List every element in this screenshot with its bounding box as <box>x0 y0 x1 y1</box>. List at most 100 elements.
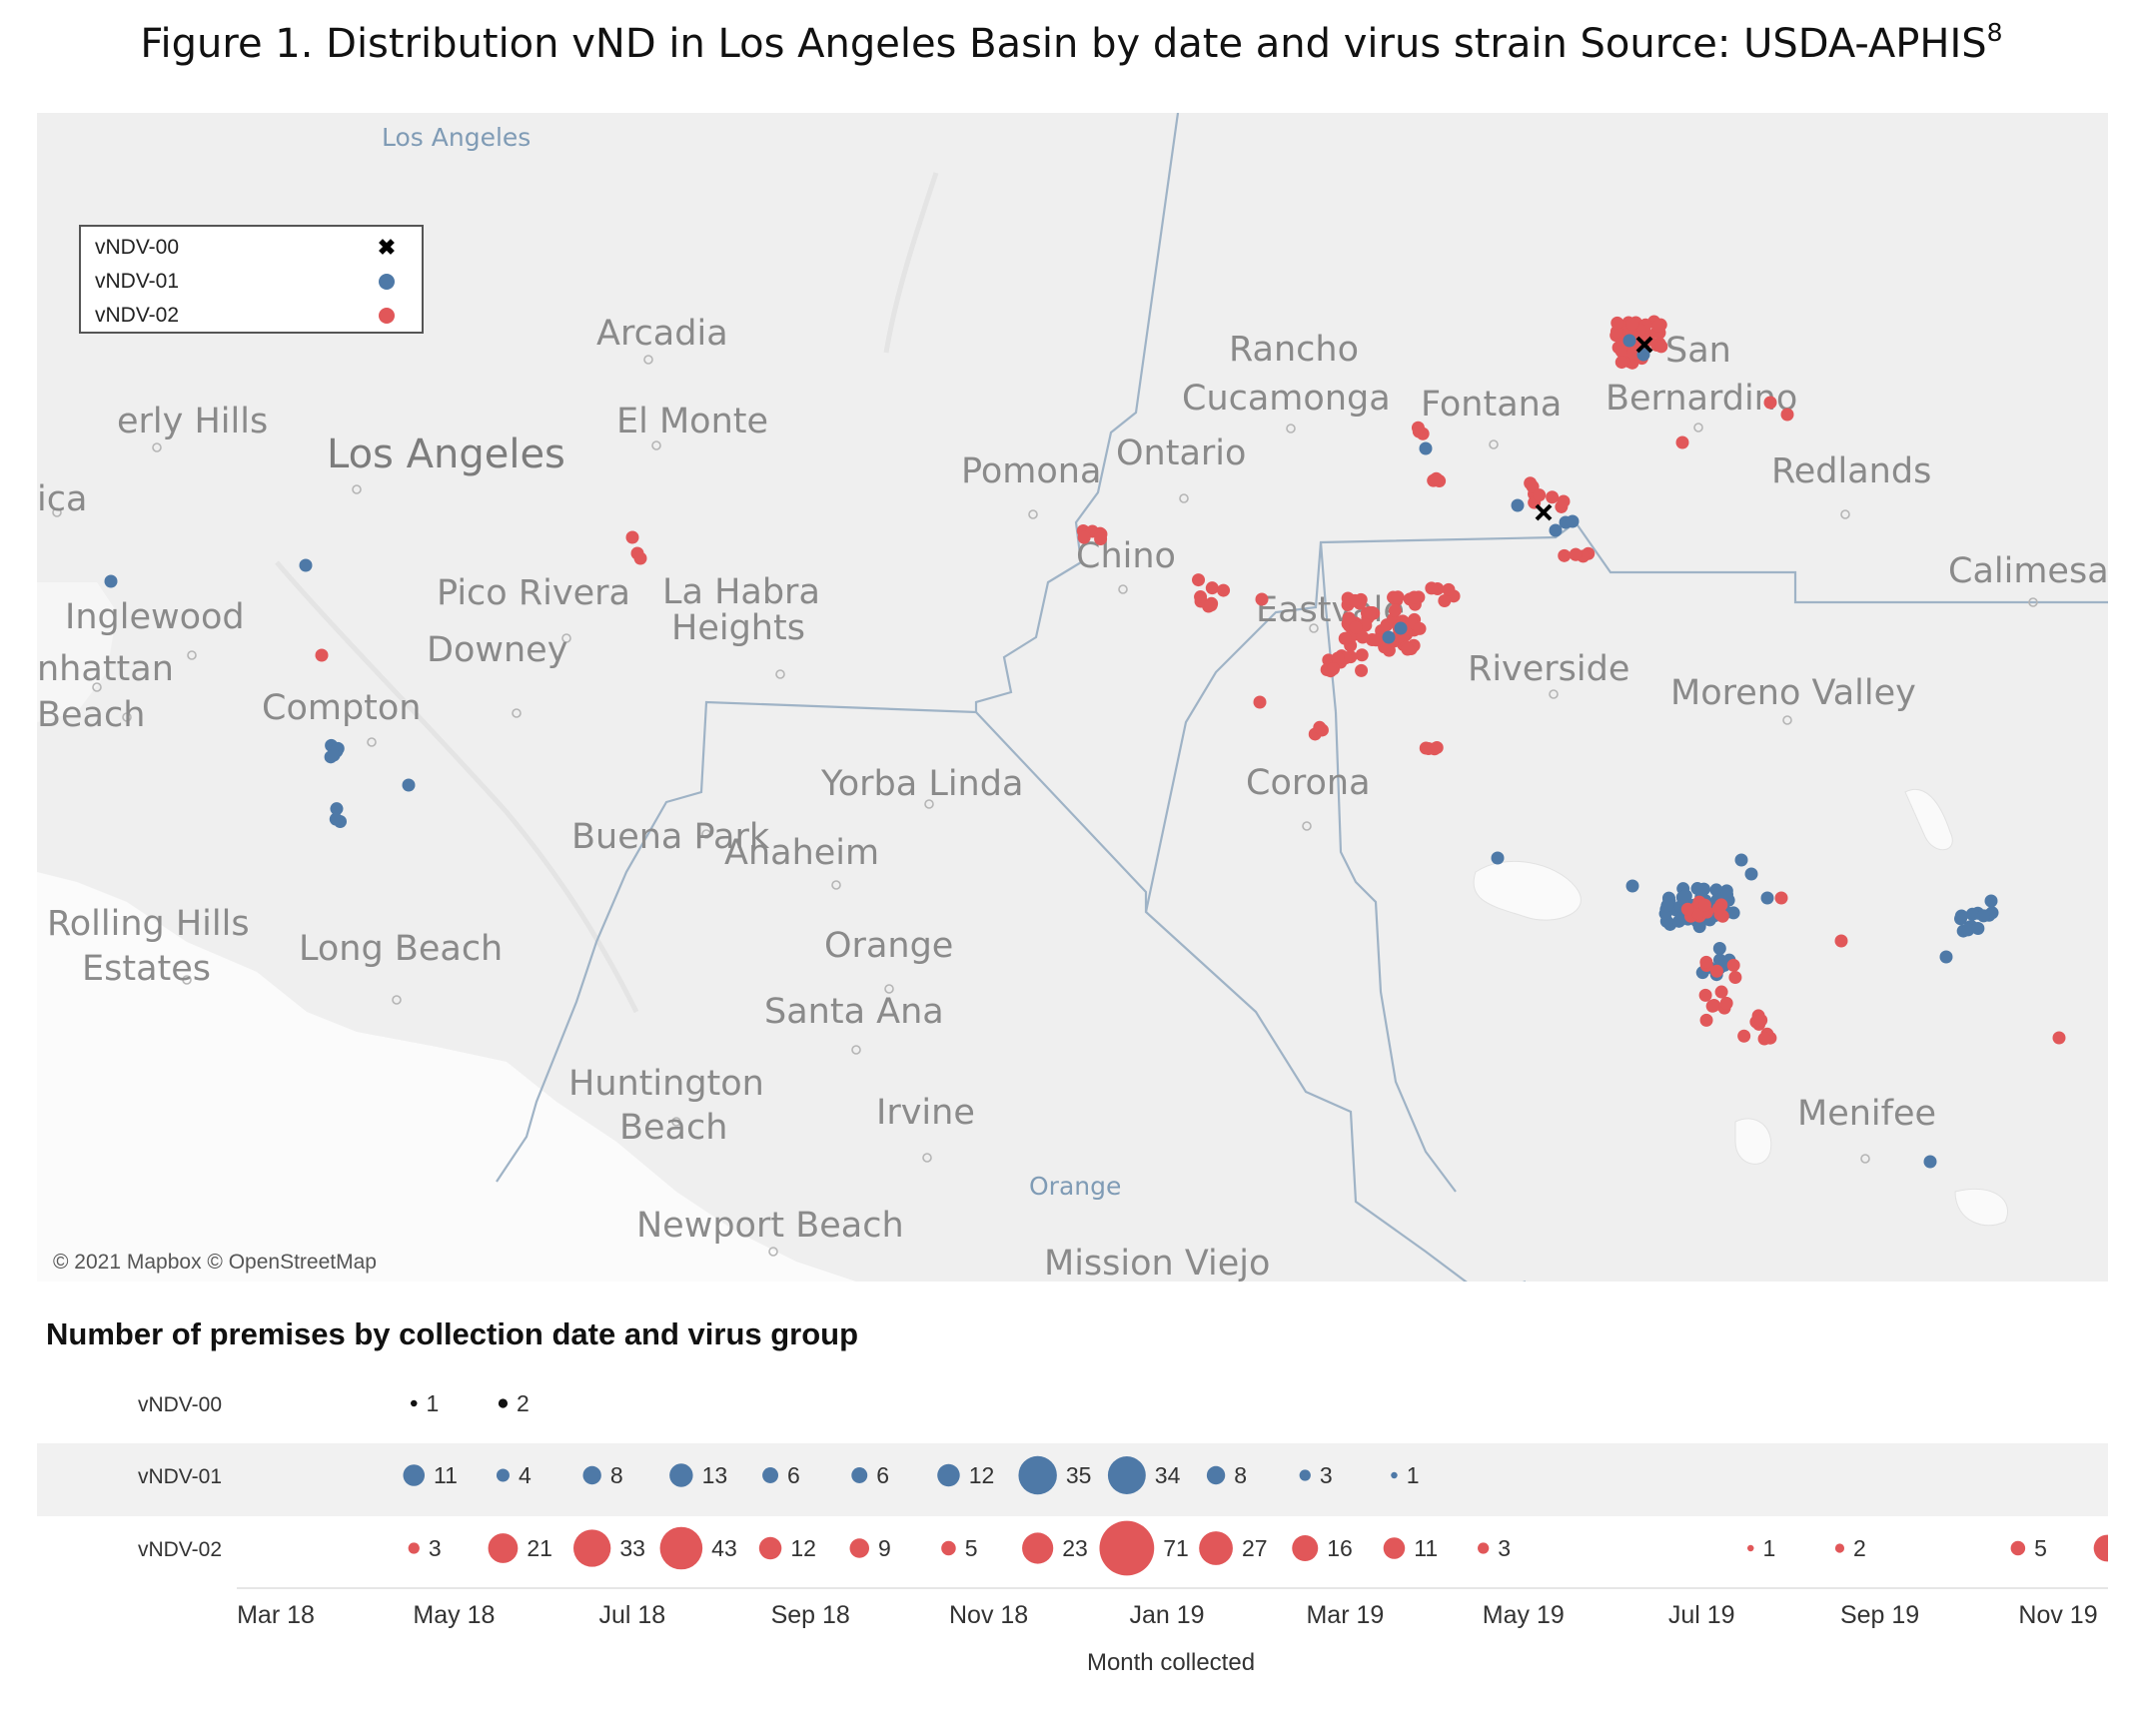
outbreak-point <box>1923 1155 1937 1169</box>
lake <box>1473 860 1582 921</box>
bubble <box>941 1540 956 1556</box>
city-marker <box>1782 715 1792 725</box>
x-tick-label: Mar 18 <box>237 1601 315 1629</box>
outbreak-point <box>1388 603 1402 617</box>
bubble-value-label: 34 <box>1155 1462 1181 1488</box>
outbreak-point <box>1356 630 1370 644</box>
circle-icon <box>377 306 397 326</box>
x-tick-label: Mar 19 <box>1306 1601 1384 1629</box>
outbreak-point <box>1714 985 1728 999</box>
bubble <box>2010 1540 2026 1556</box>
city-marker <box>922 1153 932 1163</box>
bubble-value-label: 35 <box>1066 1462 1092 1488</box>
outbreak-point <box>1763 396 1777 410</box>
outbreak-point <box>1430 740 1444 754</box>
bubble <box>1478 1542 1490 1554</box>
bubble <box>488 1533 519 1563</box>
water-features <box>37 172 2008 1282</box>
city-label: erly Hills <box>117 402 268 441</box>
bubble-value-label: 9 <box>878 1535 891 1561</box>
map-attribution[interactable]: © 2021 Mapbox © OpenStreetMap <box>53 1251 377 1274</box>
bubble-value-label: 5 <box>2034 1535 2047 1561</box>
outbreak-point <box>1654 340 1668 354</box>
outbreak-point <box>1744 867 1758 881</box>
outbreak-point <box>1569 547 1583 561</box>
city-marker <box>1840 509 1850 519</box>
bubble <box>1107 1456 1146 1494</box>
city-marker <box>187 650 197 660</box>
legend-item-vndv-02: vNDV-02 <box>95 301 179 331</box>
bubble-value-label: 13 <box>702 1462 728 1488</box>
city-marker <box>1860 1154 1870 1164</box>
city-marker <box>1549 689 1559 699</box>
city-marker <box>701 829 711 839</box>
bubble-value-label: 11 <box>434 1462 458 1488</box>
county-label: Orange <box>1029 1172 1121 1201</box>
row-labels: vNDV-00 vNDV-01 vNDV-02 <box>138 1393 222 1561</box>
bubble <box>582 1465 601 1485</box>
outbreak-point <box>1419 441 1433 455</box>
city-label: Santa Ana <box>764 992 944 1032</box>
city-label: Pico Rivera <box>437 573 630 613</box>
x-tick-label: Sep 19 <box>1840 1601 1919 1629</box>
city-marker <box>1118 584 1128 594</box>
outbreak-point <box>1754 1013 1768 1027</box>
outbreak-point <box>1939 950 1953 964</box>
border-corona <box>1334 711 1457 1193</box>
outbreak-point <box>1965 907 1979 921</box>
outbreak-point <box>1675 435 1689 449</box>
city-label: Compton <box>262 688 421 728</box>
city-label: Moreno Valley <box>1670 673 1916 713</box>
bubble-value-label: 5 <box>965 1535 978 1561</box>
city-label: Yorba Linda <box>820 764 1023 804</box>
outbreak-point <box>625 530 639 544</box>
outbreak-point <box>1194 590 1208 604</box>
city-label: Riverside <box>1468 649 1629 689</box>
outbreak-point <box>1546 490 1560 504</box>
bubble <box>498 1398 509 1408</box>
outbreak-point <box>1697 898 1711 912</box>
circle-icon <box>377 272 397 292</box>
map-canvas: Arcadia erly Hills Los Angeles El Monte ica P… <box>37 113 2108 1282</box>
city-label: Calimesa <box>1948 551 2108 591</box>
outbreak-point <box>1355 648 1369 662</box>
outbreak-point <box>1971 921 1985 935</box>
outbreak-point <box>1625 879 1639 893</box>
x-axis-label: Month collected <box>1087 1649 1255 1676</box>
outbreak-point <box>1672 914 1686 928</box>
map-view[interactable]: Arcadia erly Hills Los Angeles El Monte ica P… <box>37 113 2108 1282</box>
outbreak-point <box>1660 899 1674 913</box>
city-marker <box>1489 439 1499 449</box>
outbreak-points <box>104 315 2066 1169</box>
outbreak-point <box>1349 620 1363 634</box>
city-marker <box>831 880 841 890</box>
x-tick-label: Jan 19 <box>1129 1601 1204 1629</box>
outbreak-point <box>1394 621 1408 635</box>
bubble-value-label: 71 <box>1163 1535 1189 1561</box>
outbreak-point <box>1961 923 1975 937</box>
outbreak-point <box>1698 988 1712 1002</box>
outbreak-point <box>1625 317 1639 331</box>
bubble <box>1199 1531 1233 1565</box>
bubble-value-label: 12 <box>969 1462 995 1488</box>
city-label: Arcadia <box>596 314 728 354</box>
city-label: Eastvale <box>1256 590 1405 630</box>
bubble <box>1206 1465 1226 1485</box>
outbreak-point <box>633 551 647 565</box>
map-legend: vNDV-00 ✖ vNDV-01 vNDV-02 <box>79 225 424 334</box>
bubble <box>572 1529 611 1567</box>
city-marker <box>122 712 132 722</box>
x-tick-label: May 18 <box>413 1601 495 1629</box>
outbreak-point <box>1614 345 1628 359</box>
outbreak-point <box>1491 851 1505 865</box>
outbreak-point <box>1728 971 1742 985</box>
x-tick-label: May 19 <box>1483 1601 1565 1629</box>
city-marker <box>1309 623 1319 633</box>
city-label: Beach <box>37 695 145 735</box>
outbreak-point <box>1077 530 1091 544</box>
bubble <box>1391 1471 1398 1479</box>
bubble-value-label: 1 <box>1407 1462 1420 1488</box>
bubble-value-label: 16 <box>1327 1535 1353 1561</box>
outbreak-point <box>1711 902 1725 916</box>
